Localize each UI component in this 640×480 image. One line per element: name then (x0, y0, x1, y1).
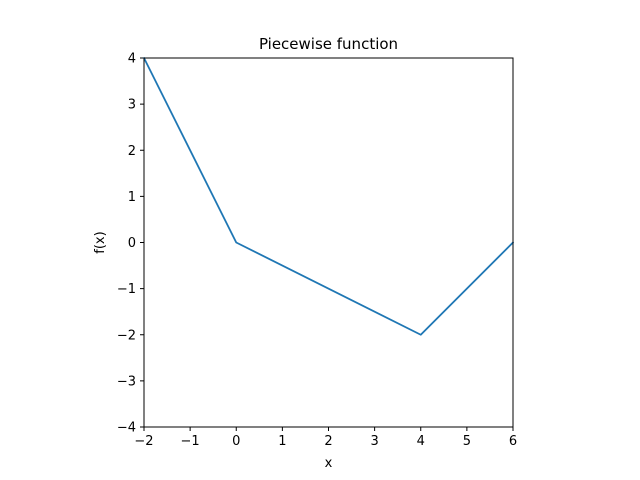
x-tick-label: 3 (370, 434, 378, 449)
plot-frame (143, 57, 514, 428)
y-tick-label: 2 (128, 144, 136, 159)
y-tick-label: 1 (128, 190, 136, 205)
x-axis-ticks: −2 −1 0 1 2 3 4 5 6 (134, 427, 517, 449)
y-tick-label: 4 (128, 52, 136, 67)
chart-title: Piecewise function (259, 35, 398, 53)
x-tick-label: 5 (463, 434, 471, 449)
x-tick-label: 6 (509, 434, 517, 449)
x-tick-label: 0 (232, 434, 240, 449)
y-tick-label: 3 (128, 98, 136, 113)
y-tick-label: −1 (117, 282, 136, 297)
series-line (143, 57, 514, 336)
y-axis-label: f(x) (93, 231, 108, 253)
y-tick-label: −3 (117, 374, 136, 389)
x-tick-label: 4 (417, 434, 425, 449)
y-tick-label: −4 (117, 421, 136, 436)
x-tick-label: 2 (324, 434, 332, 449)
y-tick-label: −2 (117, 328, 136, 343)
x-tick-label: −1 (181, 434, 200, 449)
plot-area (144, 58, 513, 427)
y-axis-ticks: −4 −3 −2 −1 0 1 2 3 4 (117, 52, 144, 436)
y-tick-label: 0 (128, 236, 136, 251)
x-axis-label: x (325, 456, 333, 471)
x-tick-label: −2 (134, 434, 153, 449)
x-tick-label: 1 (278, 434, 286, 449)
